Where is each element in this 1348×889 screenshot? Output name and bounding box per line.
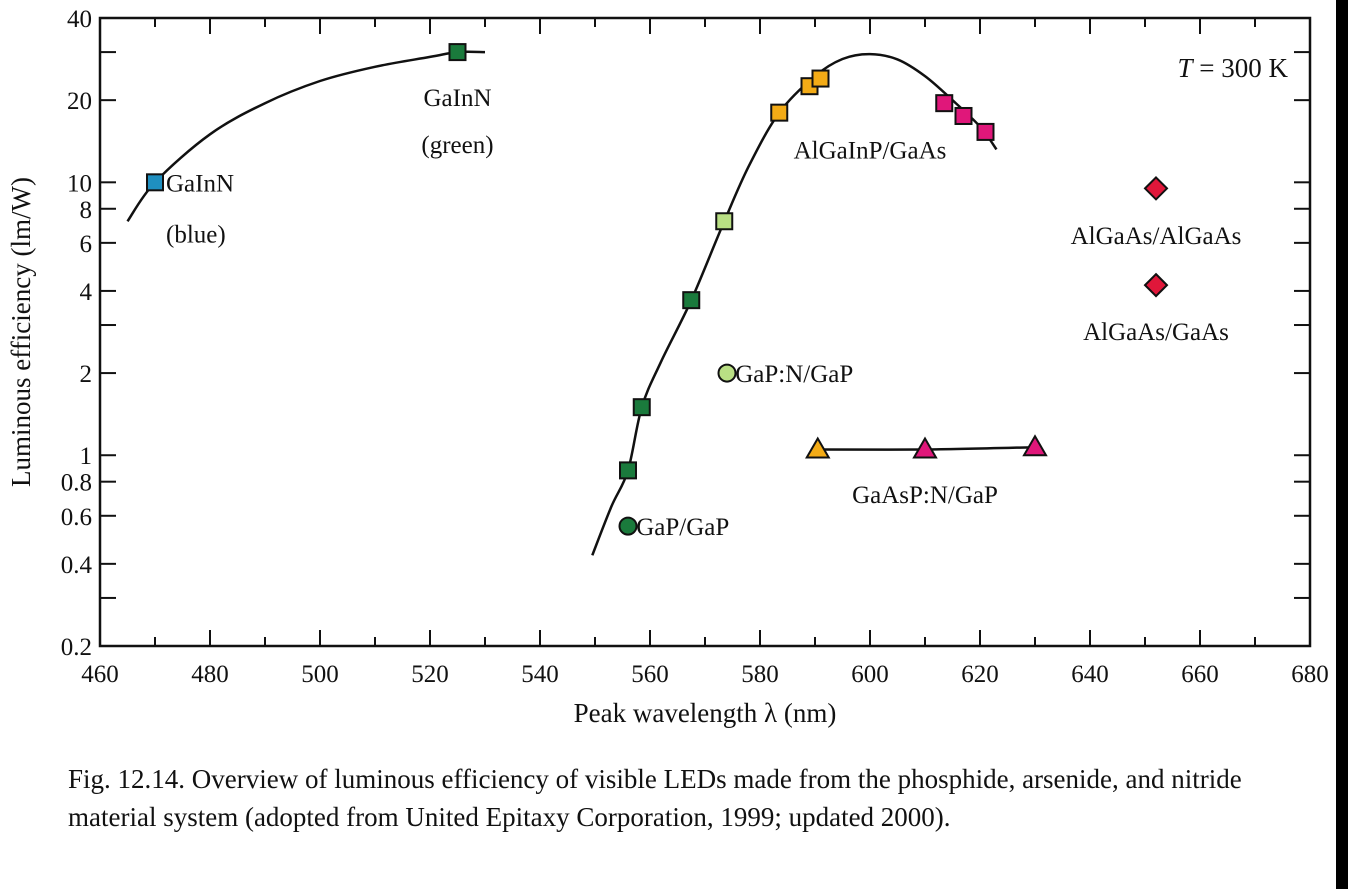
temperature-annotation: T = 300 K bbox=[1177, 53, 1288, 83]
point-label: AlGaInP/GaAs bbox=[794, 137, 947, 164]
point-label-layer: GaInN (blue) GaInN (green) AlGaInP/GaAs AlGaA… bbox=[166, 85, 1241, 541]
x-tick-label: 680 bbox=[1291, 661, 1329, 688]
x-tick-label: 600 bbox=[851, 661, 889, 688]
x-tick-label: 560 bbox=[631, 661, 669, 688]
square-marker bbox=[811, 69, 830, 88]
x-tick-label: 620 bbox=[961, 661, 999, 688]
square-marker bbox=[146, 173, 164, 192]
square-marker bbox=[935, 94, 954, 113]
efficiency-curve bbox=[591, 52, 998, 556]
circle-marker bbox=[618, 516, 638, 536]
point-label: GaP:N/GaP bbox=[735, 361, 853, 388]
y-tick-label: 1 bbox=[80, 443, 93, 470]
point-label: GaP/GaP bbox=[636, 514, 729, 541]
triangle-marker bbox=[1022, 434, 1048, 457]
square-marker bbox=[619, 461, 637, 480]
luminous-efficiency-chart: 460 480 500 520 540 560 580 600 620 640 660 6800.20… bbox=[6, 6, 1329, 728]
triangle-marker bbox=[912, 436, 938, 459]
point-label: (green) bbox=[421, 132, 493, 159]
diamond-marker bbox=[1143, 175, 1169, 201]
square-marker bbox=[976, 122, 995, 141]
x-tick-label: 540 bbox=[521, 661, 559, 688]
x-tick-label: 460 bbox=[81, 661, 119, 688]
x-tick-label: 480 bbox=[191, 661, 229, 688]
point-label: (blue) bbox=[166, 221, 226, 248]
y-tick-label: 0.6 bbox=[61, 504, 92, 531]
triangle-marker bbox=[805, 436, 831, 459]
curve-layer bbox=[126, 50, 1036, 556]
y-tick-label: 2 bbox=[80, 361, 93, 388]
y-tick-label: 0.4 bbox=[61, 552, 93, 579]
square-marker bbox=[682, 291, 701, 310]
x-axis-label: Peak wavelength λ (nm) bbox=[574, 698, 837, 728]
y-tick-label: 20 bbox=[67, 88, 92, 115]
y-tick-label: 6 bbox=[80, 231, 93, 258]
y-axis-label: Luminous efficiency (lm/W) bbox=[6, 177, 36, 487]
y-tick-label: 8 bbox=[80, 197, 93, 224]
marker-layer bbox=[146, 43, 1169, 536]
y-tick-label: 4 bbox=[80, 279, 93, 306]
circle-marker bbox=[717, 363, 737, 383]
x-tick-label: 520 bbox=[411, 661, 449, 688]
square-marker bbox=[954, 106, 973, 125]
square-marker bbox=[770, 103, 789, 122]
figure-caption: Fig. 12.14. Overview of luminous efficie… bbox=[68, 764, 1242, 832]
y-tick-label: 40 bbox=[67, 6, 92, 33]
x-tick-label: 640 bbox=[1071, 661, 1109, 688]
point-label: AlGaAs/GaAs bbox=[1083, 319, 1229, 346]
point-label: GaInN bbox=[423, 85, 491, 112]
y-tick-label: 10 bbox=[67, 170, 92, 197]
y-tick-label: 0.8 bbox=[61, 470, 92, 497]
point-label: GaAsP:N/GaP bbox=[852, 482, 998, 509]
square-marker bbox=[632, 398, 651, 417]
x-tick-label: 500 bbox=[301, 661, 339, 688]
diamond-marker bbox=[1143, 272, 1169, 298]
y-tick-label: 0.2 bbox=[61, 634, 92, 661]
point-label: GaInN bbox=[166, 170, 234, 197]
square-marker bbox=[448, 43, 467, 62]
square-marker bbox=[715, 212, 734, 231]
point-label: AlGaAs/AlGaAs bbox=[1071, 223, 1242, 250]
x-tick-label: 580 bbox=[741, 661, 779, 688]
x-tick-label: 660 bbox=[1181, 661, 1219, 688]
tick-layer: 460 480 500 520 540 560 580 600 620 640 660 6800.20… bbox=[61, 6, 1329, 688]
